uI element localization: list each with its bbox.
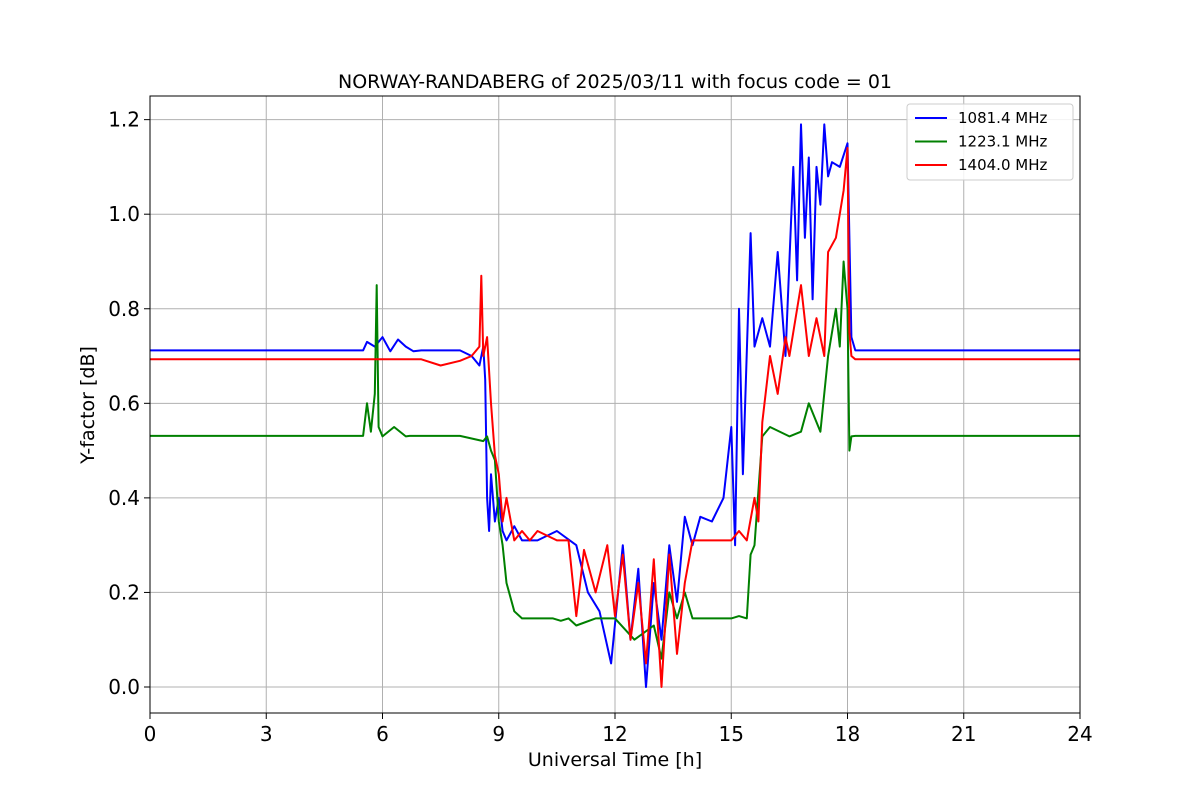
x-tick-label: 15 [719,722,744,746]
legend: 1081.4 MHz 1223.1 MHz 1404.0 MHz [906,103,1074,181]
legend-label-1: 1081.4 MHz [958,109,1047,127]
ticks: 0 3 6 9 12 15 18 21 24 0.0 0.2 0.4 0.6 0.8 1.0 1.2 [108,108,1093,746]
legend-label-2: 1223.1 MHz [958,133,1047,151]
series-line-2 [150,260,1080,660]
chart-title: NORWAY-RANDABERG of 2025/03/11 with focu… [338,71,892,93]
y-tick-label: 0.8 [108,297,140,321]
x-tick-label: 12 [602,722,627,746]
legend-label-3: 1404.0 MHz [958,156,1047,174]
x-tick-label: 9 [492,722,505,746]
x-tick-label: 6 [376,722,389,746]
y-tick-label: 1.0 [108,202,140,226]
y-tick-label: 0.2 [108,580,140,604]
x-tick-label: 3 [260,722,273,746]
legend-box [906,103,1074,181]
series-line-3 [150,147,1080,688]
x-tick-label: 24 [1067,722,1092,746]
series-group [150,123,1080,688]
y-tick-label: 0.6 [108,391,140,415]
y-tick-label: 1.2 [108,108,140,132]
y-axis-label: Y-factor [dB] [77,346,99,465]
y-tick-label: 0.4 [108,486,140,510]
x-tick-label: 0 [144,722,157,746]
x-tick-label: 18 [835,722,860,746]
y-tick-label: 0.0 [108,675,140,699]
x-axis-label: Universal Time [h] [528,749,702,771]
x-tick-label: 21 [951,722,976,746]
